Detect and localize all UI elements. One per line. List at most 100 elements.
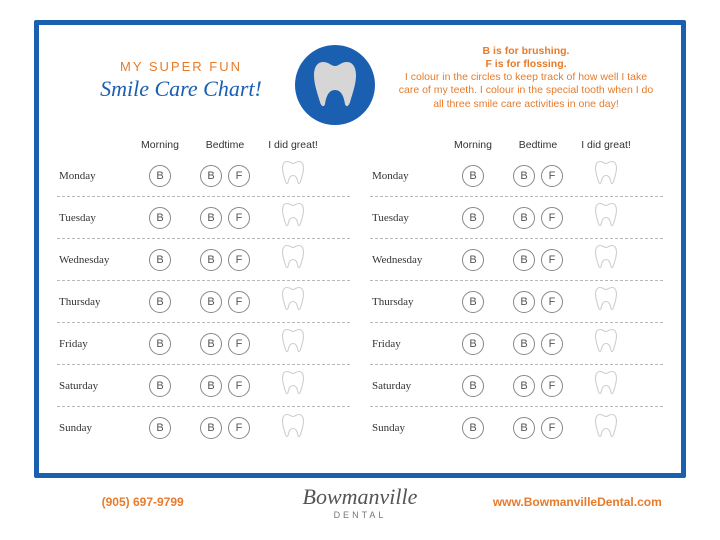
tooth-outline-icon[interactable] bbox=[594, 412, 618, 445]
footer-url: www.BowmanvilleDental.com bbox=[469, 495, 686, 509]
floss-circle[interactable]: F bbox=[228, 249, 250, 271]
brush-circle[interactable]: B bbox=[149, 249, 171, 271]
day-label: Monday bbox=[57, 170, 131, 182]
morning-cell: B bbox=[444, 165, 502, 187]
floss-circle[interactable]: F bbox=[541, 207, 563, 229]
brush-circle[interactable]: B bbox=[149, 291, 171, 313]
day-label: Friday bbox=[57, 338, 131, 350]
page-title: Smile Care Chart! bbox=[81, 76, 281, 102]
brush-circle[interactable]: B bbox=[462, 291, 484, 313]
floss-circle[interactable]: F bbox=[541, 249, 563, 271]
tooth-outline-icon[interactable] bbox=[281, 412, 305, 445]
great-cell bbox=[261, 243, 325, 276]
brush-circle[interactable]: B bbox=[462, 417, 484, 439]
brush-circle[interactable]: B bbox=[200, 207, 222, 229]
tooth-outline-icon[interactable] bbox=[594, 369, 618, 402]
brush-circle[interactable]: B bbox=[513, 207, 535, 229]
bedtime-cell: BF bbox=[502, 207, 574, 229]
floss-circle[interactable]: F bbox=[228, 375, 250, 397]
brush-circle[interactable]: B bbox=[149, 333, 171, 355]
bedtime-cell: BF bbox=[502, 333, 574, 355]
great-cell bbox=[574, 327, 638, 360]
logo-main: Bowmanville bbox=[303, 484, 418, 509]
floss-circle[interactable]: F bbox=[228, 333, 250, 355]
brush-circle[interactable]: B bbox=[513, 165, 535, 187]
day-label: Wednesday bbox=[57, 254, 131, 266]
bedtime-cell: BF bbox=[189, 333, 261, 355]
floss-circle[interactable]: F bbox=[541, 333, 563, 355]
day-row: FridayBBF bbox=[57, 323, 350, 365]
tooth-outline-icon[interactable] bbox=[594, 201, 618, 234]
floss-circle[interactable]: F bbox=[228, 165, 250, 187]
floss-circle[interactable]: F bbox=[541, 375, 563, 397]
day-row: SundayBBF bbox=[370, 407, 663, 449]
day-row: SaturdayBBF bbox=[370, 365, 663, 407]
tooth-outline-icon[interactable] bbox=[281, 369, 305, 402]
footer-logo: Bowmanville DENTAL bbox=[251, 484, 468, 520]
brush-circle[interactable]: B bbox=[149, 375, 171, 397]
morning-cell: B bbox=[131, 165, 189, 187]
great-cell bbox=[574, 369, 638, 402]
brush-circle[interactable]: B bbox=[200, 291, 222, 313]
morning-cell: B bbox=[131, 375, 189, 397]
great-cell bbox=[574, 159, 638, 192]
brush-circle[interactable]: B bbox=[462, 165, 484, 187]
brush-circle[interactable]: B bbox=[462, 249, 484, 271]
day-row: TuesdayBBF bbox=[57, 197, 350, 239]
floss-circle[interactable]: F bbox=[228, 207, 250, 229]
week-header: MorningBedtimeI did great! bbox=[57, 139, 350, 155]
floss-circle[interactable]: F bbox=[228, 417, 250, 439]
brush-circle[interactable]: B bbox=[200, 417, 222, 439]
tooth-outline-icon[interactable] bbox=[281, 159, 305, 192]
tables-wrap: MorningBedtimeI did great!MondayBBFTuesd… bbox=[57, 139, 663, 449]
morning-cell: B bbox=[444, 333, 502, 355]
tooth-badge bbox=[295, 45, 375, 125]
col-great: I did great! bbox=[261, 139, 325, 151]
brush-circle[interactable]: B bbox=[513, 291, 535, 313]
floss-circle[interactable]: F bbox=[541, 291, 563, 313]
brush-circle[interactable]: B bbox=[513, 375, 535, 397]
tooth-outline-icon[interactable] bbox=[281, 201, 305, 234]
brush-circle[interactable]: B bbox=[513, 249, 535, 271]
day-row: TuesdayBBF bbox=[370, 197, 663, 239]
brush-circle[interactable]: B bbox=[149, 417, 171, 439]
col-morning: Morning bbox=[444, 139, 502, 151]
brush-circle[interactable]: B bbox=[200, 249, 222, 271]
tooth-outline-icon[interactable] bbox=[594, 159, 618, 192]
brush-circle[interactable]: B bbox=[200, 165, 222, 187]
floss-circle[interactable]: F bbox=[541, 165, 563, 187]
day-label: Tuesday bbox=[57, 212, 131, 224]
great-cell bbox=[261, 412, 325, 445]
brush-circle[interactable]: B bbox=[149, 165, 171, 187]
morning-cell: B bbox=[444, 291, 502, 313]
tooth-outline-icon[interactable] bbox=[281, 327, 305, 360]
tooth-outline-icon[interactable] bbox=[594, 285, 618, 318]
tooth-outline-icon[interactable] bbox=[281, 285, 305, 318]
morning-cell: B bbox=[131, 291, 189, 313]
great-cell bbox=[574, 412, 638, 445]
col-bedtime: Bedtime bbox=[502, 139, 574, 151]
day-row: SundayBBF bbox=[57, 407, 350, 449]
tooth-outline-icon[interactable] bbox=[281, 243, 305, 276]
bedtime-cell: BF bbox=[189, 249, 261, 271]
day-row: MondayBBF bbox=[57, 155, 350, 197]
bedtime-cell: BF bbox=[502, 249, 574, 271]
floss-circle[interactable]: F bbox=[228, 291, 250, 313]
tooth-outline-icon[interactable] bbox=[594, 243, 618, 276]
brush-circle[interactable]: B bbox=[200, 333, 222, 355]
brush-circle[interactable]: B bbox=[462, 375, 484, 397]
day-row: ThursdayBBF bbox=[57, 281, 350, 323]
brush-circle[interactable]: B bbox=[462, 207, 484, 229]
brush-circle[interactable]: B bbox=[462, 333, 484, 355]
week-table-1: MorningBedtimeI did great!MondayBBFTuesd… bbox=[57, 139, 350, 449]
chart-frame: MY SUPER FUN Smile Care Chart! B is for … bbox=[34, 20, 686, 478]
brush-circle[interactable]: B bbox=[513, 417, 535, 439]
tooth-outline-icon[interactable] bbox=[594, 327, 618, 360]
brush-circle[interactable]: B bbox=[513, 333, 535, 355]
brush-circle[interactable]: B bbox=[149, 207, 171, 229]
day-row: SaturdayBBF bbox=[57, 365, 350, 407]
brush-circle[interactable]: B bbox=[200, 375, 222, 397]
day-row: MondayBBF bbox=[370, 155, 663, 197]
floss-circle[interactable]: F bbox=[541, 417, 563, 439]
day-label: Wednesday bbox=[370, 254, 444, 266]
